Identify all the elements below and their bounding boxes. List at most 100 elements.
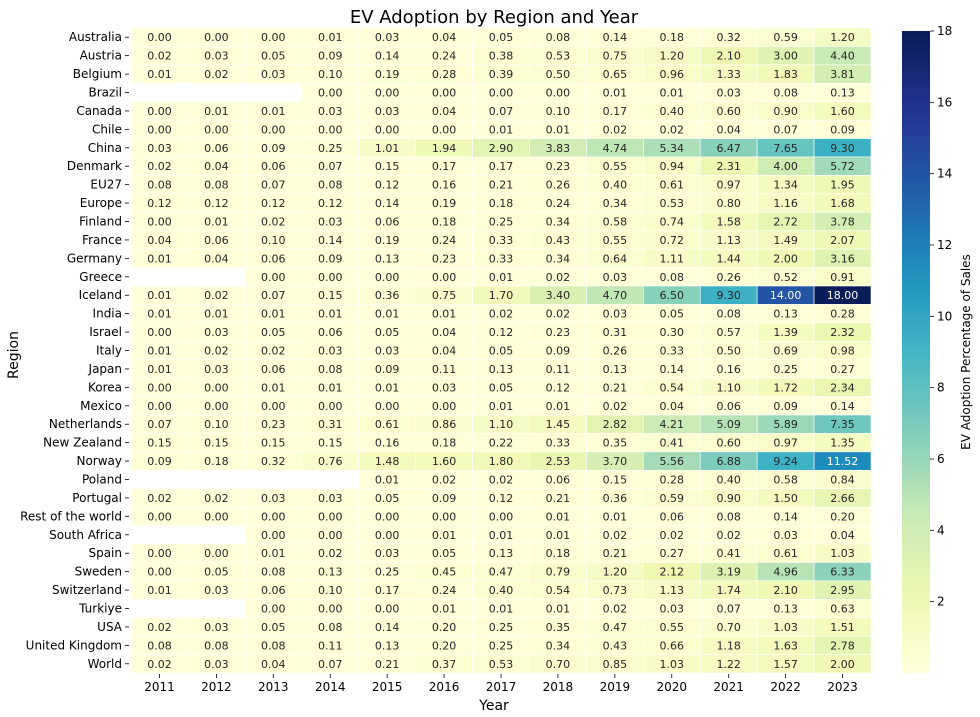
cell-value-label: 0.21 xyxy=(546,492,571,505)
cell-value-label: 2.12 xyxy=(660,566,685,579)
cell-value-label: 0.01 xyxy=(432,529,457,542)
cell-value-label: 0.00 xyxy=(375,529,400,542)
cell-value-label: 0.00 xyxy=(375,87,400,100)
y-tick-label: South Africa xyxy=(49,528,122,542)
cell-value-label: 0.54 xyxy=(546,584,571,597)
cell-value-label: 0.15 xyxy=(603,474,628,487)
cell-value-label: 0.25 xyxy=(773,363,798,376)
cell-value-label: 0.18 xyxy=(432,216,457,229)
cell-value-label: 0.05 xyxy=(375,326,400,339)
cell-value-label: 1.57 xyxy=(773,658,798,671)
y-tick-label: World xyxy=(88,657,122,671)
cell-value-label: 0.01 xyxy=(546,123,571,136)
cell-value-label: 0.09 xyxy=(318,50,343,63)
cell-value-label: 0.00 xyxy=(147,326,172,339)
cell-value-label: 0.59 xyxy=(773,31,798,44)
cell-value-label: 0.25 xyxy=(318,142,343,155)
cell-value-label: 0.03 xyxy=(147,142,172,155)
cell-value-label: 0.01 xyxy=(261,308,286,321)
cell-value-label: 1.45 xyxy=(546,418,571,431)
cell-value-label: 0.74 xyxy=(660,216,685,229)
cell-value-label: 0.01 xyxy=(318,308,343,321)
cell-value-label: 0.69 xyxy=(773,345,798,358)
cell-value-label: 0.06 xyxy=(261,160,286,173)
cell-value-label: 0.36 xyxy=(603,492,628,505)
x-tick-label: 2019 xyxy=(600,680,631,694)
cell-value-label: 0.01 xyxy=(546,510,571,523)
cell-value-label: 1.35 xyxy=(830,437,855,450)
cell-value-label: 0.06 xyxy=(546,474,571,487)
y-tick-label: Belgium xyxy=(73,67,122,81)
cell-value-label: 0.21 xyxy=(603,547,628,560)
cell-value-label: 0.01 xyxy=(204,308,229,321)
cell-value-label: 0.01 xyxy=(489,123,514,136)
cell-value-label: 0.00 xyxy=(318,603,343,616)
cell-value-label: 0.53 xyxy=(489,658,514,671)
heatmap-cells: 0.00 0.00 0.00 0.01 0.03 0.04 0.05 0.08 0.14 0.18… xyxy=(130,27,872,674)
cell-value-label: 1.20 xyxy=(830,31,855,44)
cell-value-label: 0.17 xyxy=(432,160,457,173)
cell-value-label: 0.00 xyxy=(261,603,286,616)
cell-value-label: 0.12 xyxy=(546,381,571,394)
cell-value-label: 0.13 xyxy=(489,547,514,560)
cell-value-label: 0.01 xyxy=(489,529,514,542)
cell-value-label: 0.61 xyxy=(660,179,685,192)
cell-value-label: 0.01 xyxy=(147,68,172,81)
cell-value-label: 0.26 xyxy=(716,271,741,284)
cell-value-label: 0.24 xyxy=(432,584,457,597)
cell-value-label: 1.80 xyxy=(489,455,514,468)
cell-value-label: 3.40 xyxy=(546,289,571,302)
cell-value-label: 0.01 xyxy=(261,105,286,118)
cell-value-label: 0.72 xyxy=(660,234,685,247)
cell-value-label: 0.91 xyxy=(830,271,855,284)
cell-value-label: 1.22 xyxy=(716,658,741,671)
cell-value-label: 6.50 xyxy=(660,289,685,302)
cell-value-label: 0.02 xyxy=(147,492,172,505)
cell-value-label: 0.08 xyxy=(660,271,685,284)
cell-value-label: 0.32 xyxy=(716,31,741,44)
cell-value-label: 0.07 xyxy=(261,179,286,192)
y-tick-label: Germany xyxy=(67,251,122,265)
cell-value-label: 0.08 xyxy=(716,510,741,523)
cell-value-label: 0.12 xyxy=(489,492,514,505)
cell-value-label: 0.06 xyxy=(318,326,343,339)
cell-value-label: 0.79 xyxy=(546,566,571,579)
cell-value-label: 3.83 xyxy=(546,142,571,155)
cell-value-label: 0.01 xyxy=(147,308,172,321)
y-tick-label: Greece xyxy=(79,270,122,284)
cell-value-label: 0.02 xyxy=(204,345,229,358)
cell-value-label: 0.02 xyxy=(489,474,514,487)
cell-value-label: 0.14 xyxy=(773,510,798,523)
cell-value-label: 0.00 xyxy=(432,87,457,100)
cell-value-label: 0.13 xyxy=(375,252,400,265)
cell-value-label: 1.10 xyxy=(489,418,514,431)
cell-value-label: 0.18 xyxy=(489,197,514,210)
cell-value-label: 0.27 xyxy=(660,547,685,560)
cell-value-label: 0.17 xyxy=(603,105,628,118)
cell-value-label: 0.03 xyxy=(773,529,798,542)
cell-value-label: 0.16 xyxy=(432,179,457,192)
x-tick-label: 2013 xyxy=(258,680,289,694)
cell-value-label: 0.01 xyxy=(318,381,343,394)
cell-value-label: 0.05 xyxy=(204,566,229,579)
cell-value-label: 1.70 xyxy=(489,289,514,302)
cell-value-label: 0.24 xyxy=(432,234,457,247)
cell-value-label: 0.02 xyxy=(204,492,229,505)
cell-value-label: 0.50 xyxy=(716,345,741,358)
y-tick-label: EU27 xyxy=(90,178,122,192)
cell-value-label: 0.01 xyxy=(147,345,172,358)
cell-value-label: 0.04 xyxy=(432,105,457,118)
cell-value-label: 2.32 xyxy=(830,326,855,339)
cell-value-label: 0.25 xyxy=(375,566,400,579)
cell-value-label: 0.07 xyxy=(773,123,798,136)
cell-value-label: 1.11 xyxy=(660,252,685,265)
cell-value-label: 0.04 xyxy=(204,160,229,173)
cell-value-label: 0.31 xyxy=(318,418,343,431)
cell-value-label: 0.01 xyxy=(603,87,628,100)
cell-value-label: 0.12 xyxy=(375,179,400,192)
cell-value-label: 0.09 xyxy=(773,400,798,413)
cell-value-label: 0.00 xyxy=(147,105,172,118)
cell-value-label: 0.58 xyxy=(603,216,628,229)
cell-value-label: 0.00 xyxy=(204,381,229,394)
cell-value-label: 0.00 xyxy=(261,271,286,284)
